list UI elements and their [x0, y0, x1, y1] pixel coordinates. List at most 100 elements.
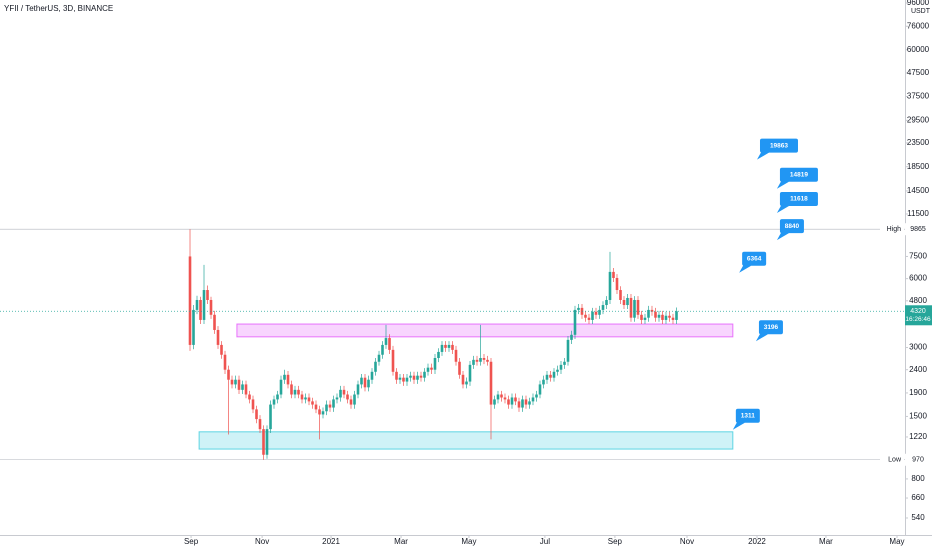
candle-body [237, 379, 241, 390]
candle-body [531, 397, 535, 402]
candle-body [615, 277, 619, 291]
high-value-box [905, 223, 932, 236]
candle-body [566, 339, 570, 362]
candle-body [598, 309, 601, 315]
x-tick-label: Mar [394, 537, 408, 546]
candle-body [388, 338, 391, 350]
candle-body [640, 314, 643, 320]
candle-body [265, 429, 269, 455]
candle-body [412, 375, 416, 380]
candle-body [213, 314, 216, 330]
candle-body [647, 309, 650, 318]
candle-body [199, 299, 202, 320]
candle-body [454, 349, 458, 362]
y-tick-label: 1900 [909, 388, 927, 397]
annotation-box [758, 320, 783, 335]
candle-body [251, 399, 255, 410]
y-tick-label: 76000 [907, 21, 930, 30]
candle-body [500, 394, 503, 398]
x-tick-label: Sep [608, 537, 623, 546]
candle-body [367, 379, 370, 388]
y-tick-label: 540 [911, 513, 925, 522]
candle-body [535, 394, 538, 398]
candle-body [402, 377, 405, 382]
candle-body [493, 399, 496, 405]
candle-body [465, 381, 468, 385]
annotation-label: 14819 [790, 171, 808, 178]
annotation-box [735, 408, 760, 423]
candle-body [626, 297, 629, 306]
y-tick-label: 37500 [907, 92, 930, 101]
candle-body [269, 404, 272, 430]
candle-body [353, 394, 356, 405]
candle-body [276, 394, 279, 400]
candle-body [657, 314, 661, 318]
candle-body [335, 397, 339, 400]
candle-body [570, 334, 573, 340]
annotation-label: 1311 [741, 413, 755, 420]
annotation-pointer [776, 179, 789, 189]
candle-body [209, 299, 213, 315]
candle-body [314, 404, 318, 410]
candle-body [293, 389, 297, 395]
candle-body [629, 297, 633, 318]
candle-body [577, 307, 580, 310]
candle-body [619, 290, 622, 300]
candle-body [671, 317, 675, 320]
candle-body [216, 329, 220, 345]
y-tick-label: 660 [911, 493, 925, 502]
y-tick-label: 6000 [909, 274, 927, 283]
candle-body [283, 374, 286, 380]
candle-body [549, 374, 552, 378]
high-label: High [887, 226, 902, 233]
candle-body [538, 384, 542, 395]
candle-body [307, 397, 311, 402]
candle-body [643, 317, 647, 320]
candle-body [437, 351, 440, 359]
annotation-pointer [755, 332, 768, 342]
candle-body [223, 354, 227, 370]
candle-body [391, 349, 395, 372]
candle-body [328, 404, 332, 408]
annotation-box [779, 219, 804, 234]
annotation-pointer [732, 420, 745, 430]
annotation-pointer [739, 263, 752, 273]
candle-body [311, 401, 314, 405]
candle-body [286, 374, 290, 385]
candle-body [342, 389, 346, 395]
last-price-box [905, 305, 932, 326]
candle-body [430, 367, 433, 370]
annotation-box [742, 251, 767, 266]
candle-body [356, 384, 360, 395]
candle-body [349, 399, 353, 405]
annotation-label: 19863 [770, 142, 788, 149]
candle-body [521, 399, 524, 408]
annotation-label: 3196 [764, 324, 779, 331]
x-tick-label: May [461, 537, 476, 546]
low-label-box [880, 453, 904, 466]
high-label-box [880, 223, 904, 236]
candle-body [461, 374, 465, 385]
candle-body [244, 384, 248, 395]
x-tick-label: 2021 [322, 537, 340, 546]
annotation-pointer [756, 150, 769, 160]
candle-body [195, 299, 199, 310]
candle-body [318, 409, 321, 415]
low-value-box [905, 453, 932, 466]
candle-body [472, 359, 475, 365]
y-tick-label: 1500 [909, 412, 927, 421]
x-tick-label: 2022 [748, 537, 766, 546]
candle-body [258, 419, 262, 430]
candle-body [192, 309, 195, 345]
y-tick-label: 3000 [909, 343, 927, 352]
candle-body [650, 309, 654, 312]
candle-body [220, 344, 223, 355]
candle-body [482, 358, 486, 360]
x-tick-label: Sep [184, 537, 199, 546]
candle-body [563, 361, 566, 365]
candle-body [241, 384, 244, 390]
candle-body [661, 314, 664, 320]
candle-body [202, 290, 206, 320]
candle-body [601, 305, 605, 310]
candle-body [279, 379, 283, 395]
